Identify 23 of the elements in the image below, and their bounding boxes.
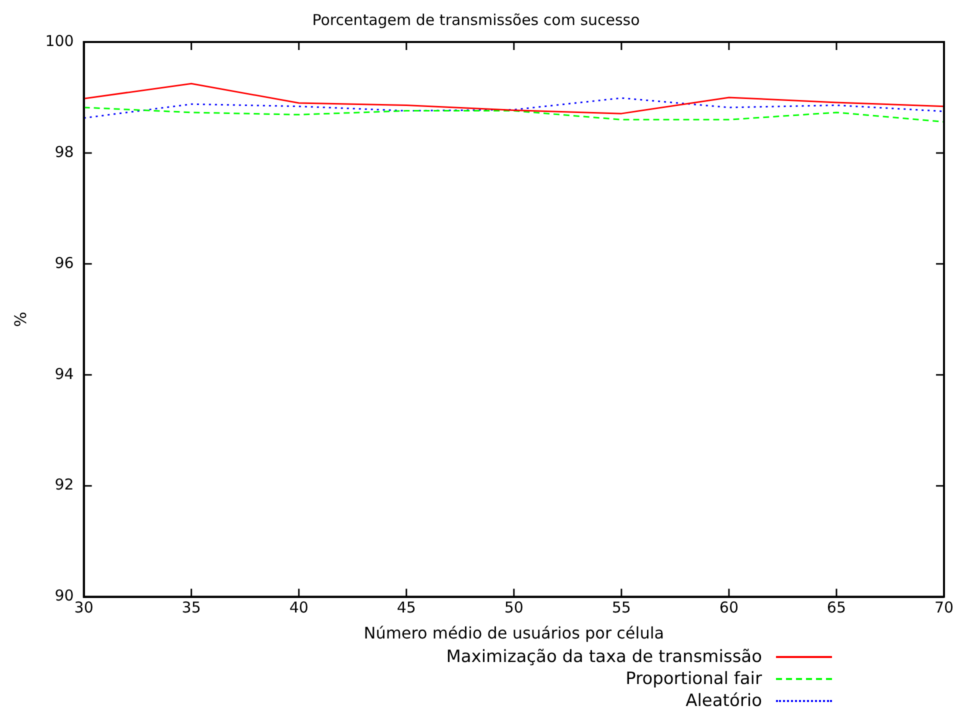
x-tick-label: 65 (826, 598, 846, 617)
x-tick-label: 60 (719, 598, 739, 617)
x-tick-label: 50 (504, 598, 524, 617)
y-axis-title: % (10, 312, 30, 327)
x-tick-label: 55 (612, 598, 631, 617)
x-tick-label: 70 (934, 598, 954, 617)
x-tick-label: 45 (396, 598, 416, 617)
y-tick-label: 94 (54, 364, 74, 383)
legend-label: Maximização da taxa de transmissão (446, 646, 762, 668)
x-tick-label: 30 (74, 598, 94, 617)
y-tick-label: 90 (54, 586, 74, 605)
legend-label: Aleatório (686, 690, 762, 712)
chart-title: Porcentagem de transmissões com sucesso (312, 10, 640, 29)
y-tick-label: 100 (45, 32, 74, 50)
x-axis-title: Número médio de usuários por célula (364, 624, 664, 643)
x-tick-label: 40 (289, 598, 308, 617)
y-tick-label: 96 (54, 254, 74, 272)
legend-label: Proportional fair (626, 668, 762, 690)
line-series (84, 106, 944, 123)
y-tick-label: 98 (54, 142, 74, 161)
x-tick-label: 35 (182, 598, 201, 617)
line-series (84, 97, 944, 119)
y-tick-label: 92 (54, 476, 74, 494)
